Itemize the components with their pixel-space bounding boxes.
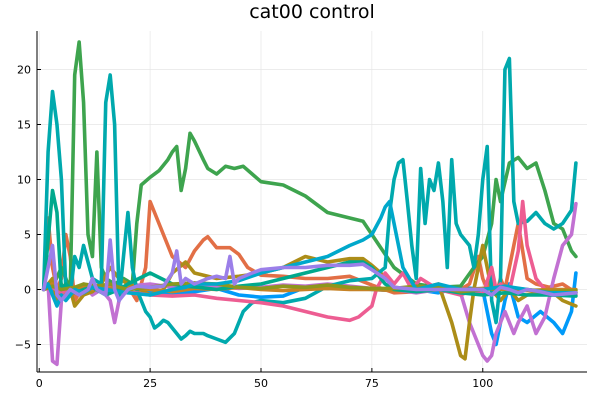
y-tick-label: 10 xyxy=(17,174,31,187)
x-tick-label: 50 xyxy=(254,377,268,390)
series-line-5 xyxy=(41,243,578,361)
y-tick-label: 5 xyxy=(24,229,31,242)
series-layer xyxy=(41,40,578,367)
x-tick-label: 75 xyxy=(365,377,379,390)
y-tick-label: 20 xyxy=(17,64,31,77)
y-tick-label: −5 xyxy=(15,339,31,352)
series-line-12 xyxy=(41,238,578,303)
x-tick-label: 25 xyxy=(143,377,157,390)
chart-title: cat00 control xyxy=(249,1,375,23)
x-tick-label: 100 xyxy=(472,377,493,390)
axes xyxy=(36,31,587,373)
y-tick-label: 0 xyxy=(24,284,31,297)
y-tick-label: 15 xyxy=(17,119,31,132)
series-line-6 xyxy=(41,56,578,345)
series-line-3 xyxy=(41,40,578,292)
x-tick-label: 0 xyxy=(36,377,43,390)
tick-labels: 0 25 50 75 100 −5 0 5 10 15 20 xyxy=(15,64,493,391)
